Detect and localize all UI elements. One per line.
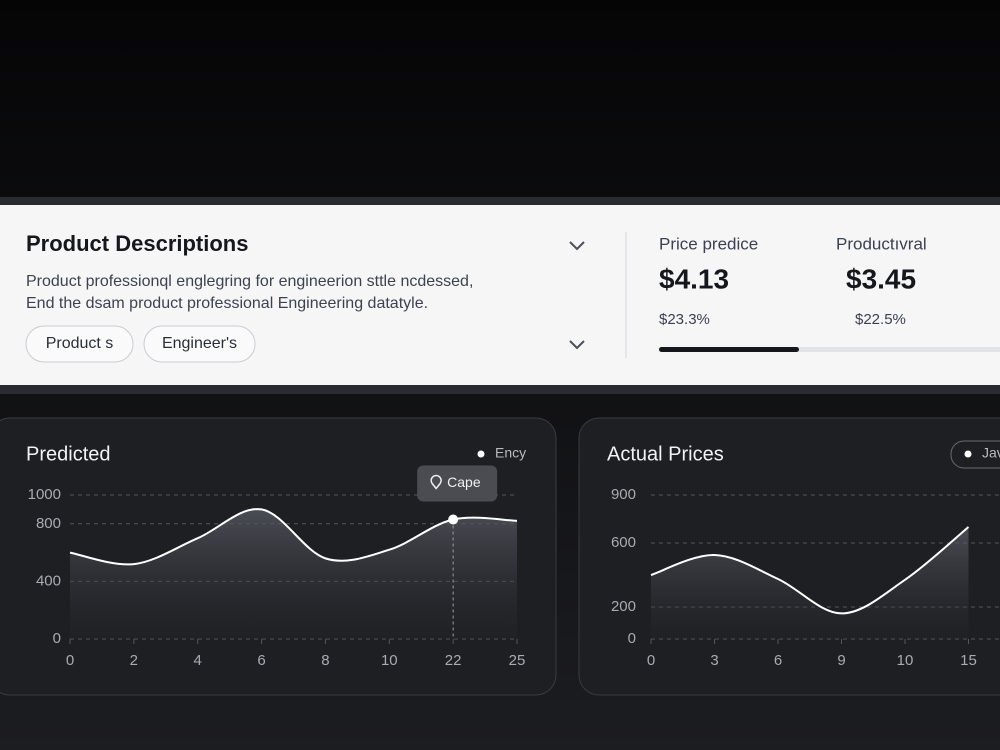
chart-title: Actual Prices	[607, 443, 724, 465]
x-tick-label: 0	[66, 652, 74, 669]
x-tick-label: 6	[257, 652, 265, 669]
chevron[interactable]	[569, 340, 585, 350]
chart-title: Predicted	[26, 443, 111, 465]
tag[interactable]	[143, 325, 256, 363]
x-tick-label: 0	[647, 652, 655, 669]
metric-change: $23.3%	[659, 311, 710, 328]
metric-label: Productıvral	[836, 234, 927, 253]
line	[69, 508, 518, 566]
x-tick-label: 25	[509, 652, 526, 669]
tag[interactable]	[25, 325, 134, 363]
x-tick-label: 6	[774, 652, 782, 669]
highlight-point	[448, 514, 459, 525]
x-tick-label: 3	[710, 652, 718, 669]
y-tick-label: 200	[611, 598, 636, 615]
x-tick-label: 8	[321, 652, 329, 669]
y-tick-label: 600	[611, 534, 636, 551]
legend-label: Jav	[982, 445, 1000, 461]
card-description: End the dsam product professional Engine…	[26, 295, 428, 312]
x-tick-label: 10	[381, 652, 398, 669]
y-tick-label: 0	[53, 630, 61, 647]
tooltip-label: Cape	[447, 474, 481, 490]
chevron[interactable]	[569, 241, 585, 251]
metric-value: $4.13	[659, 263, 729, 294]
tag-label[interactable]: Engineer's	[162, 335, 237, 352]
metric-value: $3.45	[846, 263, 916, 294]
y-tick-label: 800	[36, 515, 61, 532]
y-tick-label: 0	[628, 630, 636, 647]
y-tick-label: 400	[36, 572, 61, 589]
legend-pill	[950, 440, 1000, 469]
legend-dot	[964, 450, 972, 458]
tooltip	[417, 465, 498, 502]
x-tick-label: 10	[897, 652, 914, 669]
y-tick-label: 900	[611, 486, 636, 503]
line	[650, 526, 970, 615]
pin-icon	[430, 474, 442, 490]
x-tick-label: 2	[130, 652, 138, 669]
legend-dot	[477, 450, 485, 458]
x-tick-label: 15	[960, 652, 977, 669]
progress-fill	[659, 347, 799, 352]
metric-change: $22.5%	[855, 311, 906, 328]
y-tick-label: 1000	[28, 486, 61, 503]
x-tick-label: 9	[837, 652, 845, 669]
card-title: Product Descriptions	[26, 231, 248, 256]
metric-label: Price predice	[659, 234, 758, 253]
card-description: Product professionql englegring for engi…	[26, 273, 473, 290]
x-tick-label: 22	[445, 652, 462, 669]
area	[70, 509, 517, 639]
product-card: Product Descriptions Product professionq…	[0, 197, 1000, 394]
legend-label: Ency	[495, 445, 526, 461]
tag-label[interactable]: Product s	[46, 335, 114, 352]
x-tick-label: 4	[194, 652, 202, 669]
area	[651, 527, 969, 639]
